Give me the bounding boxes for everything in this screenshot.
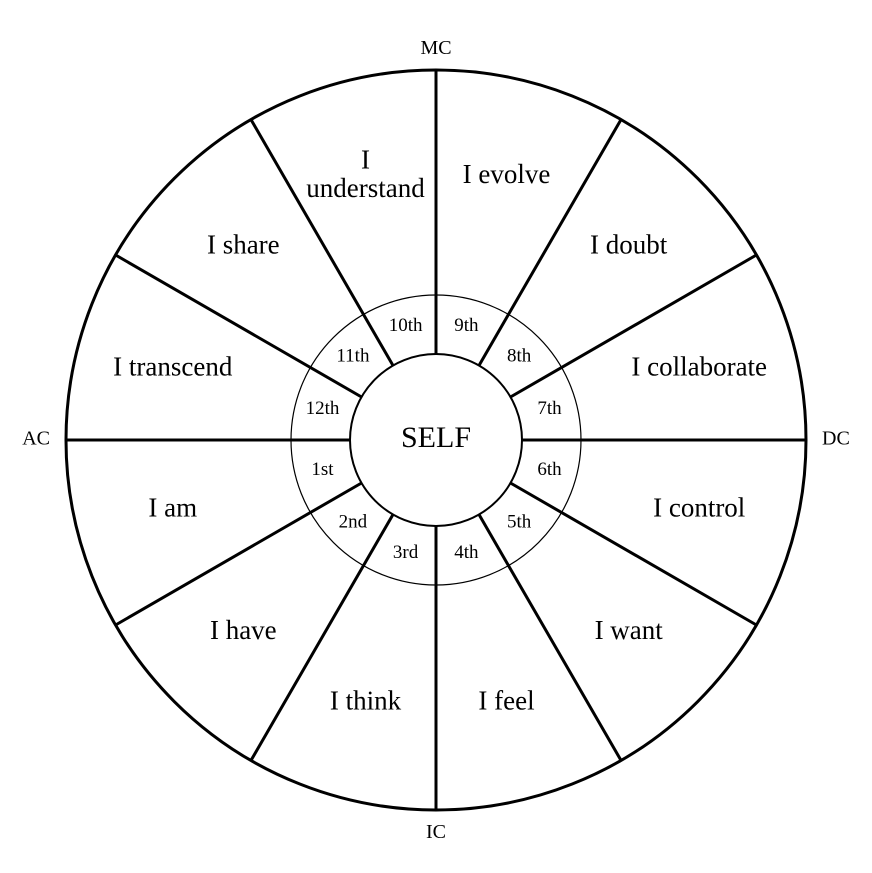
segment-label: I control	[653, 493, 745, 523]
segment-label: I transcend	[113, 352, 233, 382]
segment-label: I feel	[478, 685, 534, 715]
segment-ordinal: 2nd	[339, 511, 368, 532]
segment-ordinal: 10th	[389, 315, 423, 336]
segment-label: I evolve	[463, 159, 551, 189]
hub-label: SELF	[401, 421, 471, 454]
cardinal-label-bottom: IC	[426, 821, 446, 843]
cardinal-label-right: DC	[822, 428, 850, 450]
segment-label: I am	[148, 493, 197, 523]
segment-ordinal: 7th	[537, 398, 562, 419]
segment-label: I collaborate	[631, 352, 767, 382]
wheel-diagram: SELF I am 1st I have 2nd I think 3rd I feel 4th I…	[0, 0, 872, 873]
segment-label: I have	[210, 615, 277, 645]
segment-ordinal: 5th	[507, 511, 532, 532]
segment-label: I doubt	[590, 230, 668, 260]
cardinal-label-top: MC	[420, 37, 451, 59]
segment-ordinal: 3rd	[393, 542, 419, 563]
segment-ordinal: 12th	[306, 398, 340, 419]
segment-label: I want	[595, 615, 664, 645]
segment-ordinal: 6th	[537, 459, 562, 480]
segment-ordinal: 4th	[454, 542, 479, 563]
segment-ordinal: 9th	[454, 315, 479, 336]
segment-label: I share	[207, 230, 280, 260]
segment-ordinal: 11th	[336, 345, 370, 366]
cardinal-label-left: AC	[22, 428, 50, 450]
segment-ordinal: 1st	[311, 459, 334, 480]
segment-label: I think	[330, 685, 402, 715]
segment-ordinal: 8th	[507, 345, 532, 366]
